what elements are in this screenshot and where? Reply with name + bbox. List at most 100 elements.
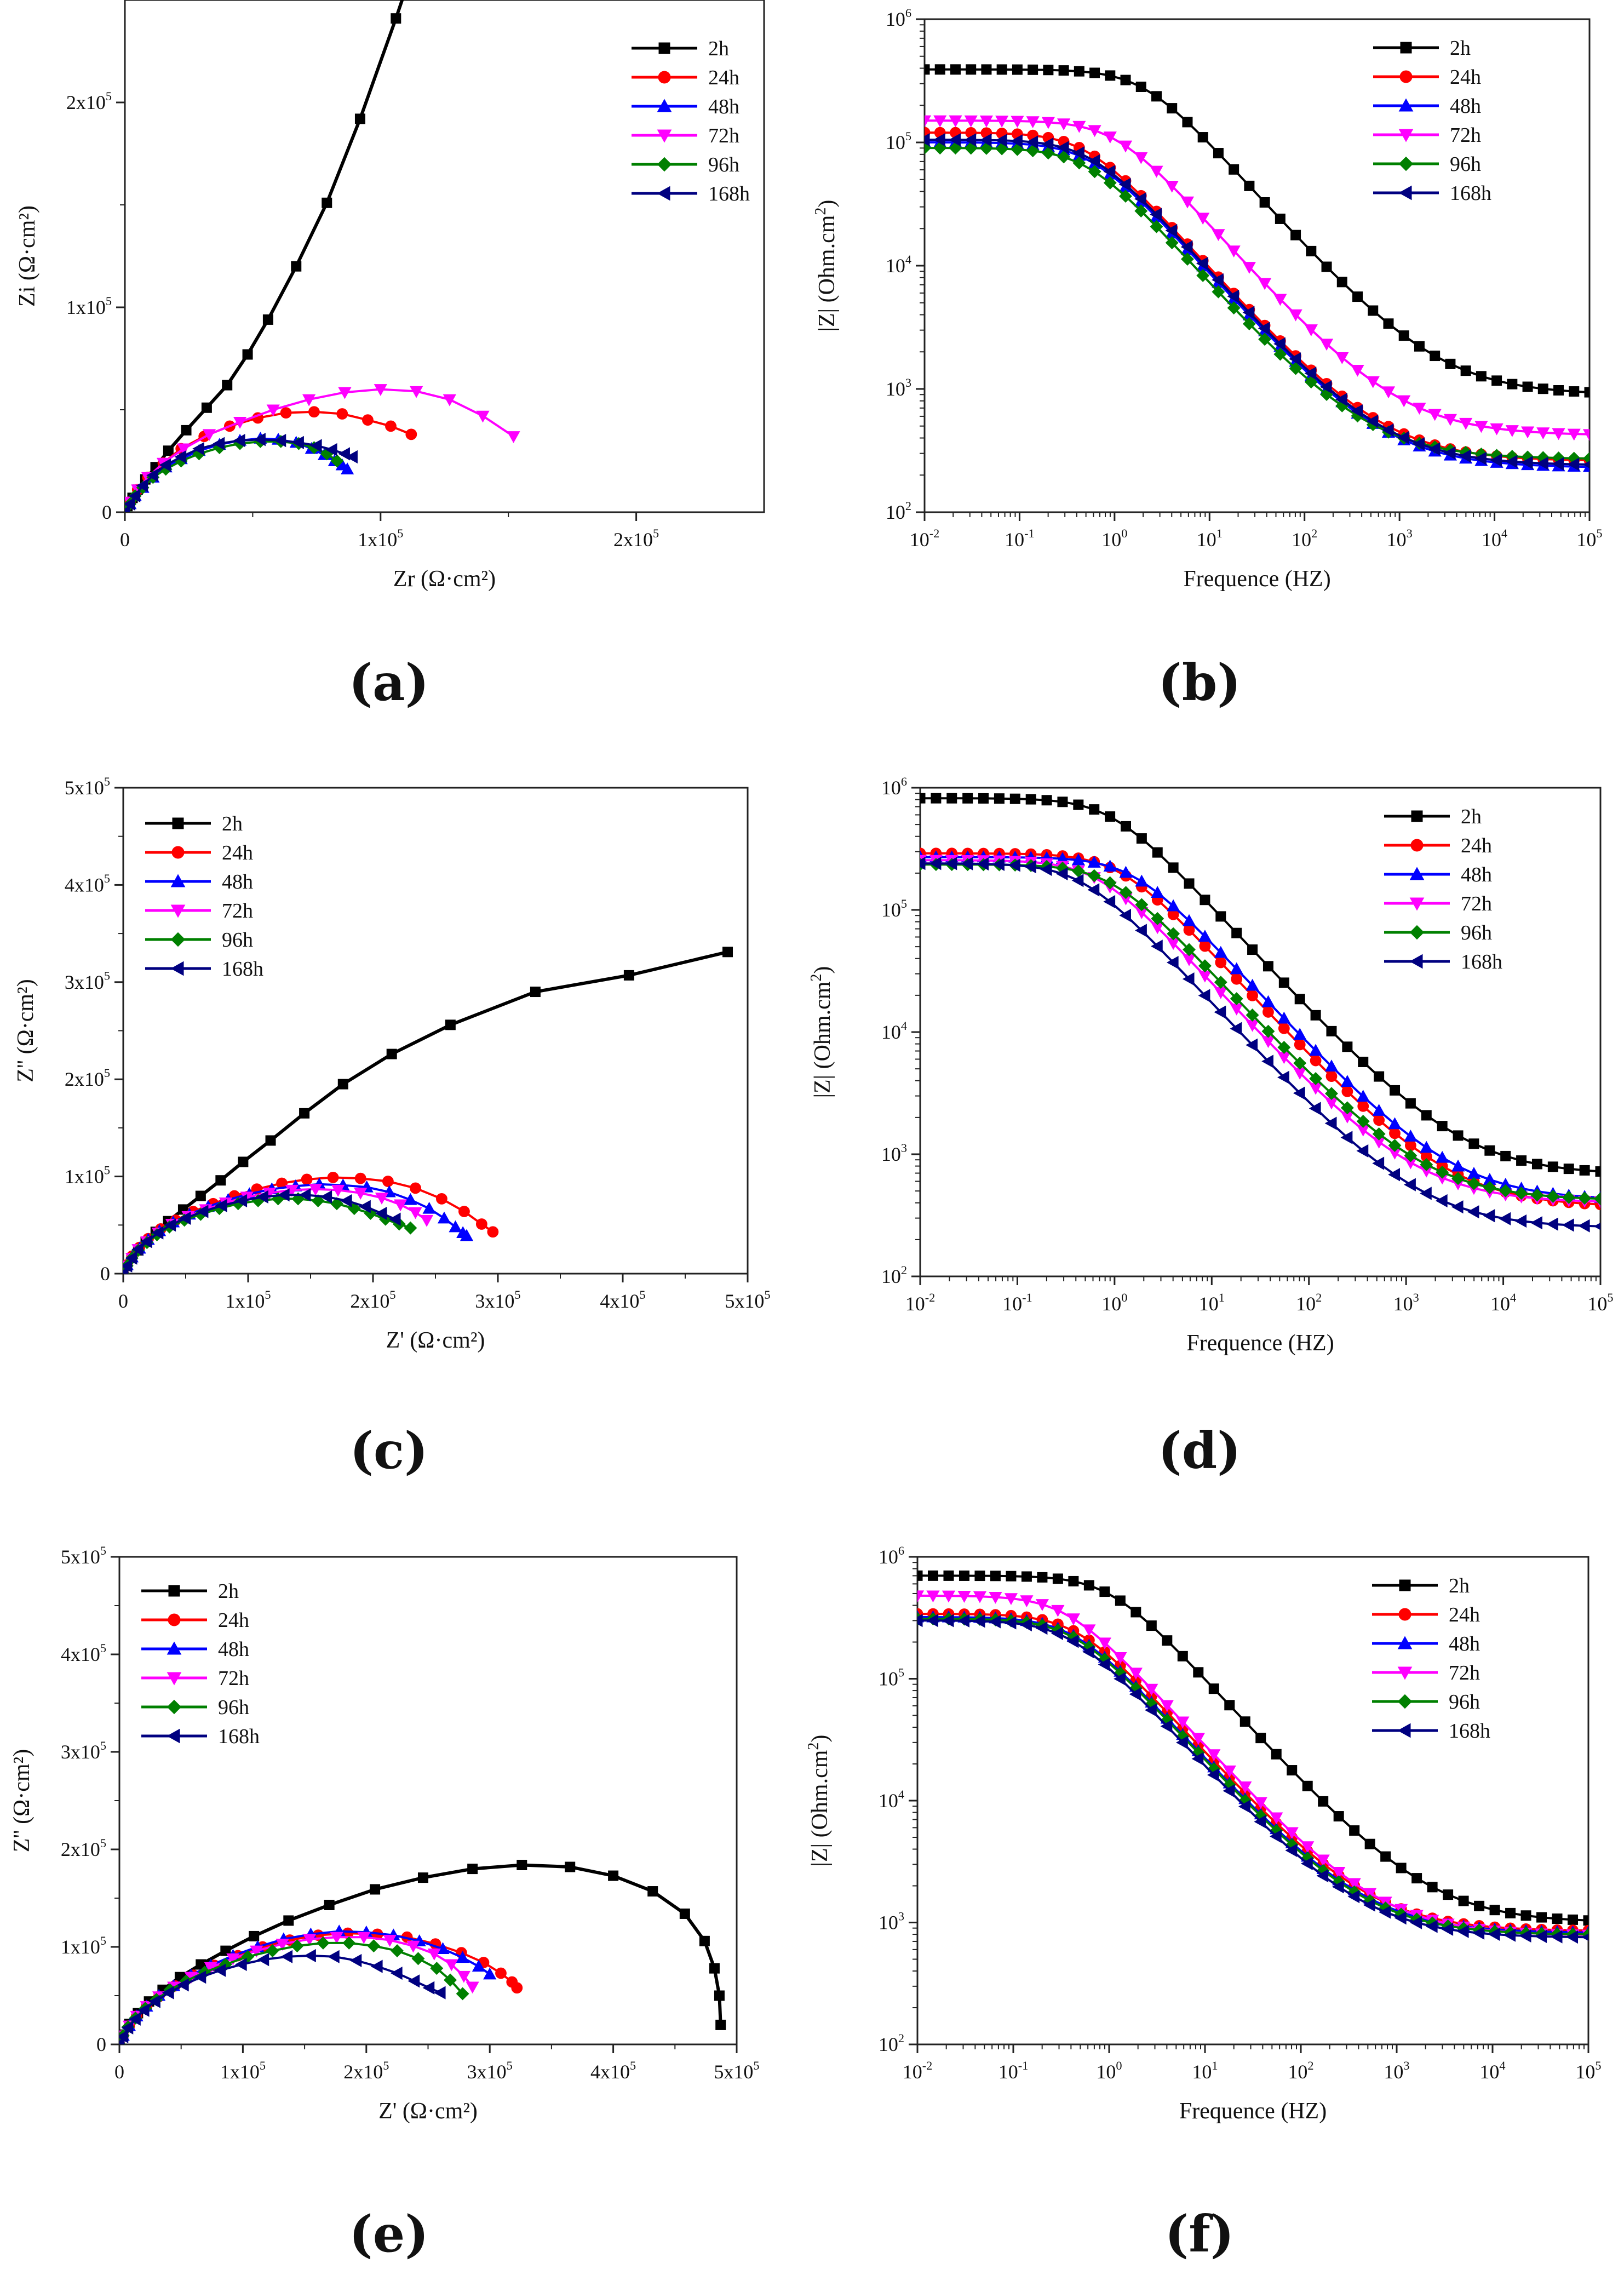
data-point-168h	[274, 434, 286, 448]
tick-mantissa: 10	[1576, 529, 1596, 551]
tick-exponent: 1	[1219, 1291, 1225, 1304]
data-point-2h	[1453, 1130, 1464, 1141]
tick-mantissa: 10	[1101, 529, 1121, 551]
data-point-96h	[1583, 451, 1589, 465]
data-point-168h	[1456, 1924, 1469, 1938]
tick-mantissa: 0	[120, 529, 130, 551]
tick-mantissa: 10	[886, 501, 905, 523]
legend-marker	[657, 129, 672, 143]
data-point-168h	[1550, 1930, 1563, 1944]
y-tick-label: 1x105	[61, 1934, 106, 1958]
y-tick-label: 0	[96, 2033, 106, 2055]
data-point-72h	[1285, 1827, 1299, 1840]
data-point-2h	[1215, 911, 1226, 922]
data-point-2h	[1522, 381, 1533, 392]
tick-exponent: 5	[260, 2059, 266, 2072]
data-point-72h	[1474, 421, 1488, 433]
data-point-2h	[1089, 67, 1100, 78]
data-point-168h	[1254, 1815, 1266, 1829]
data-point-168h	[929, 857, 942, 870]
data-point-72h	[1567, 428, 1581, 441]
data-point-168h	[1198, 989, 1210, 1002]
legend-label: 72h	[222, 899, 253, 923]
data-point-168h	[304, 1949, 316, 1963]
plot-area	[917, 1570, 1588, 1944]
data-point-2h	[1352, 291, 1363, 302]
panel-label: (b)	[1158, 653, 1241, 712]
data-point-24h	[458, 1206, 470, 1217]
data-point-72h	[1316, 1854, 1330, 1867]
tick-mantissa: 10	[879, 2033, 898, 2055]
data-point-168h	[1230, 1022, 1242, 1035]
tick-mantissa: 10	[1387, 529, 1407, 551]
legend-label: 168h	[218, 1725, 260, 1748]
data-point-96h	[1151, 912, 1164, 925]
legend-label: 24h	[1450, 66, 1481, 89]
data-point-72h	[409, 1207, 422, 1219]
data-point-2h	[1584, 387, 1589, 398]
data-point-2h	[370, 1884, 381, 1895]
data-point-168h	[146, 468, 158, 482]
tick-exponent: 2	[898, 2031, 904, 2045]
data-point-2h	[1398, 330, 1409, 341]
data-point-168h	[388, 1212, 401, 1226]
tick-exponent: 5	[100, 1544, 106, 1557]
data-point-2h	[1368, 305, 1379, 316]
data-point-72h	[1066, 1613, 1080, 1626]
tick-exponent: 4	[1501, 526, 1507, 540]
data-point-2h	[391, 13, 401, 24]
data-point-168h	[119, 2030, 129, 2043]
tick-exponent: 2	[1316, 1291, 1322, 1304]
data-point-168h	[973, 1614, 985, 1628]
legend: 2h 24h 48h 72h 96h 168h	[1372, 1574, 1490, 1743]
data-point-2h	[1333, 1811, 1344, 1822]
data-point-96h	[1057, 150, 1071, 164]
data-point-168h	[137, 2003, 150, 2017]
data-point-168h	[1082, 1645, 1094, 1659]
tick-mantissa: 0	[102, 501, 112, 523]
data-point-2h	[1358, 1056, 1369, 1067]
data-point-168h	[1530, 1216, 1542, 1230]
data-point-2h	[974, 1571, 985, 1582]
x-tick-label: 100	[1101, 526, 1127, 551]
data-point-2h	[517, 1859, 527, 1870]
data-point-24h	[511, 1982, 523, 1994]
y-tick-label: 102	[881, 1263, 907, 1287]
data-point-96h	[1467, 1177, 1480, 1190]
tick-exponent: 5	[630, 2059, 636, 2072]
data-point-2h	[1120, 821, 1131, 832]
data-point-168h	[942, 1614, 954, 1628]
tick-mantissa: 5x10	[61, 1546, 100, 1568]
data-point-72h	[1134, 152, 1148, 164]
data-point-96h	[1088, 165, 1101, 179]
tick-mantissa: 10	[1197, 529, 1216, 551]
tick-mantissa: 10	[1482, 529, 1501, 551]
data-point-2h	[1531, 1159, 1542, 1170]
x-tick-label: 104	[1479, 2059, 1505, 2083]
data-point-2h	[1244, 180, 1255, 191]
legend-marker	[167, 1641, 182, 1655]
data-point-2h	[1310, 1010, 1321, 1021]
legend-marker	[1410, 839, 1424, 852]
data-point-72h	[1490, 423, 1504, 436]
y-tick-label: 4x105	[65, 872, 110, 896]
data-point-2h	[990, 1571, 1001, 1582]
tick-mantissa: 10	[1393, 1293, 1413, 1315]
tick-exponent: 4	[1510, 1291, 1516, 1304]
series-line-168h	[917, 1619, 1588, 1939]
data-point-2h	[1231, 927, 1242, 938]
data-point-2h	[1247, 944, 1258, 955]
tick-mantissa: 10	[1002, 1293, 1022, 1315]
data-point-2h	[1290, 230, 1301, 240]
data-point-24h	[1310, 1055, 1322, 1067]
data-point-168h	[292, 436, 304, 449]
y-axis-title-end: )	[807, 1735, 833, 1743]
data-point-48h	[1340, 1075, 1354, 1087]
data-point-24h	[382, 1176, 394, 1187]
data-point-72h	[302, 394, 316, 406]
tick-mantissa: 10	[879, 1912, 898, 1934]
data-point-2h	[920, 793, 926, 804]
data-point-168h	[1381, 423, 1394, 437]
tick-mantissa: 0	[114, 2061, 124, 2083]
data-point-24h	[1278, 1022, 1290, 1034]
